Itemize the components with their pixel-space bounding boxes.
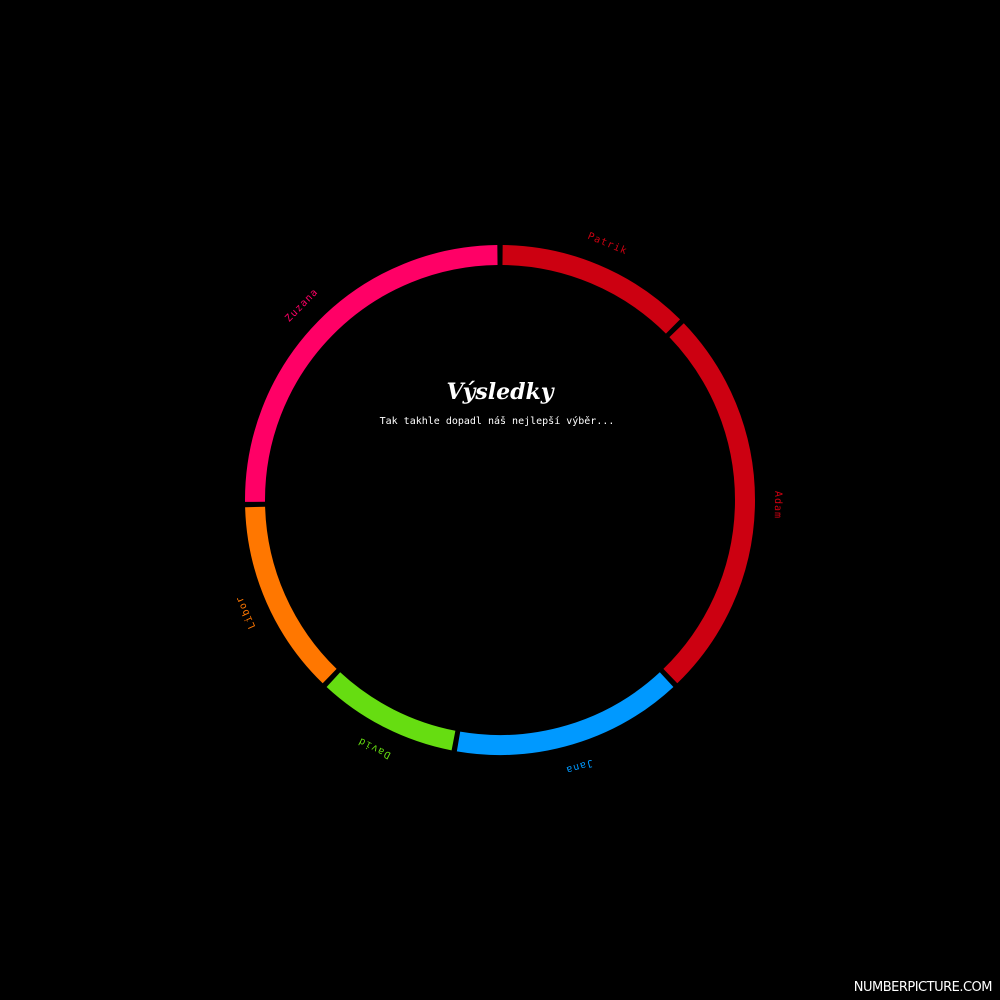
ring-segments <box>245 245 755 755</box>
ring-labels: Patrik Adam Jana David Libor Zuzana <box>234 231 783 775</box>
slice-label-patrik: Patrik <box>586 231 629 257</box>
ring-segment-david <box>326 672 456 751</box>
watermark: NUMBERPICTURE.COM <box>853 980 993 995</box>
slice-label-libor: Libor <box>234 594 258 631</box>
ring-segment-zuzana <box>245 245 498 502</box>
ring-segment-adam <box>663 323 755 684</box>
chart-subtitle: Tak takhle dopadl náš nejlepší výběr... <box>380 415 615 427</box>
slice-label-jana: Jana <box>564 757 594 776</box>
slice-label-adam: Adam <box>772 491 784 519</box>
ring-segment-jana <box>456 672 674 755</box>
slice-label-david: David <box>356 735 392 761</box>
ring-segment-patrik <box>502 245 681 334</box>
chart-title: Výsledky <box>446 379 555 405</box>
ring-segment-libor <box>245 506 337 684</box>
slice-label-zuzana: Zuzana <box>283 287 320 325</box>
